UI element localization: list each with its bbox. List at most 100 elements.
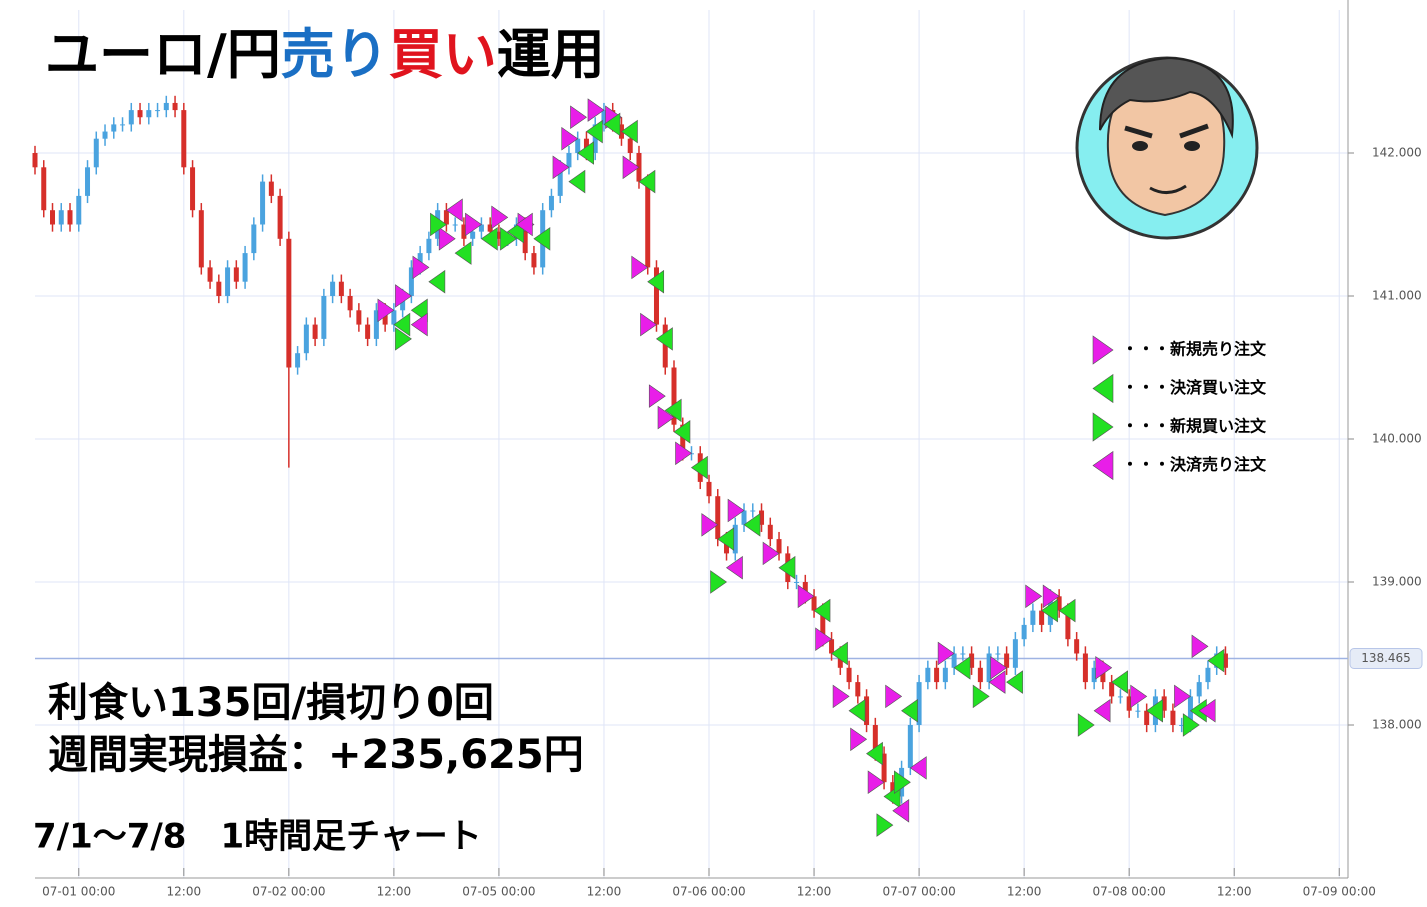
order-marker [577,141,595,165]
order-marker [988,670,1006,694]
candle-body [1161,696,1167,711]
candle-body [1021,624,1027,640]
candle-body [400,296,406,311]
candle-body [776,539,782,554]
candle-body [689,453,694,455]
candle-body [1135,710,1141,712]
candle-body [312,324,318,339]
candle-body [653,267,659,325]
legend-label: ・・・新規買い注文 [1122,417,1267,436]
candle-body [741,510,747,525]
candle-body [583,138,589,153]
candle-body [190,167,196,211]
candle-body [102,131,108,139]
candle-body [1074,639,1080,654]
candle-body [347,296,353,311]
candle-body [172,102,178,111]
candle-body [557,167,563,196]
candle-body [794,582,800,583]
candle-body [470,231,476,239]
order-marker [778,555,796,580]
order-marker [710,570,728,594]
legend-label: ・・・決済売り注文 [1122,455,1267,474]
avatar [1075,56,1259,240]
candle-body [1039,610,1045,625]
order-marker [1095,656,1113,680]
y-tick-label: 138.000 [1372,718,1422,732]
candle-body [855,682,861,697]
order-marker [377,298,395,323]
candle-body [645,181,651,268]
candle-body [881,753,887,783]
x-tick-label: 12:00 [797,885,832,899]
order-marker [815,627,833,651]
candle-body [356,310,362,325]
candle-body [951,653,957,668]
candle-body [627,138,633,153]
order-marker [587,98,605,122]
title-part: ユーロ/円 [45,23,281,86]
order-marker [454,241,472,265]
candle-body [426,238,432,254]
candle-body [373,310,379,339]
order-marker [1111,670,1128,694]
candle-body [837,653,843,668]
title-part: 運用 [497,23,605,86]
candle-body [365,324,371,339]
candle-body [995,653,1001,655]
order-marker [1207,648,1225,673]
x-tick-label: 07-01 00:00 [42,885,115,899]
order-marker [603,112,621,137]
order-marker [1041,598,1058,623]
order-marker [664,398,682,423]
candle-body [382,310,388,325]
y-tick-label: 141.000 [1372,289,1422,303]
candle-body [1170,710,1176,725]
candle-body [969,653,975,668]
order-marker [990,656,1008,680]
order-marker [465,212,482,237]
candle-body [478,224,484,232]
candle-body [986,653,992,683]
candle-body [146,110,152,118]
order-marker [500,227,517,251]
candle-body [163,102,169,111]
order-marker [937,641,955,666]
candle-body [1144,710,1150,725]
order-marker [620,119,638,144]
legend-label: ・・・決済買い注文 [1122,378,1267,397]
order-marker [717,527,735,551]
candle-body [85,167,91,196]
candle-body [461,224,467,239]
candle-body [93,138,99,168]
order-marker [1077,713,1095,737]
candle-body [1222,653,1228,668]
candle-body [1012,639,1018,668]
order-marker [892,799,910,823]
order-marker [395,284,412,308]
candle-body [566,153,572,168]
legend-swatch [1092,373,1114,404]
candle-body [303,324,309,354]
candle-body [1004,653,1010,668]
order-marker [393,312,411,337]
candle-body [216,281,222,296]
candle-body [225,267,231,296]
chart-title: ユーロ/円売り買い運用 [45,23,605,86]
candle-body [811,596,817,611]
candle-body [128,110,134,125]
candle-body [120,124,126,126]
x-tick-label: 07-09 00:00 [1303,885,1376,899]
candle-body [820,610,826,640]
order-marker [901,698,918,723]
candle-body [58,210,64,225]
candle-body [111,124,117,132]
candle-body [1179,725,1185,726]
order-marker [673,420,691,444]
candle-body [872,725,878,754]
candle-body [890,782,896,797]
order-marker [894,770,911,794]
x-tick-label: 07-07 00:00 [882,885,955,899]
last-price-label: 138.465 [1361,651,1411,665]
